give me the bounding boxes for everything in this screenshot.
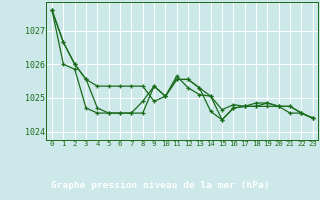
Text: Graphe pression niveau de la mer (hPa): Graphe pression niveau de la mer (hPa) [51,181,269,190]
